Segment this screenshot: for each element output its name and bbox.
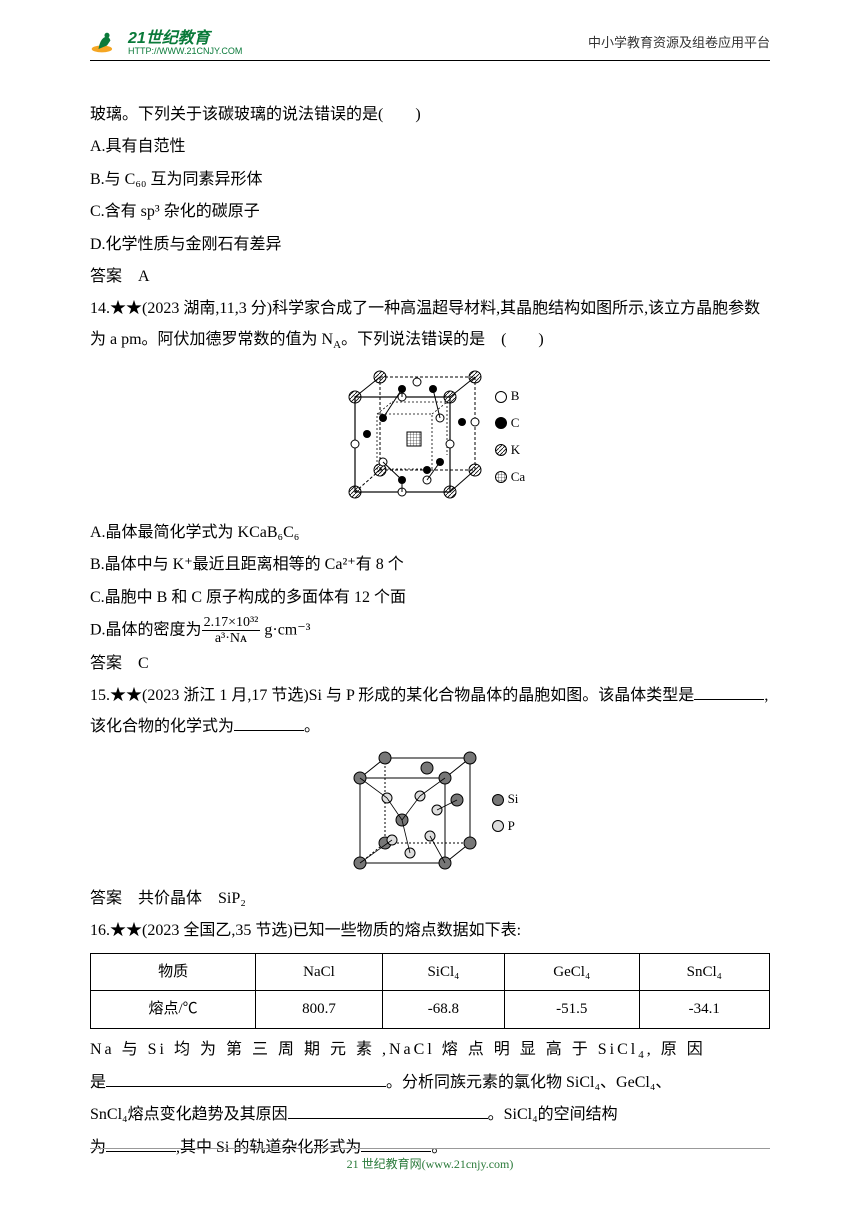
legend-item-p: P xyxy=(492,814,519,839)
q14-opt-c: C.晶胞中 B 和 C 原子构成的多面体有 12 个面 xyxy=(90,583,770,613)
legend-c-icon xyxy=(495,417,507,429)
q14-sub-a: A xyxy=(333,339,341,351)
table-cell: -68.8 xyxy=(382,991,504,1029)
legend-item-b: B xyxy=(495,384,525,409)
table-header: 物质 xyxy=(91,953,256,991)
table-header: NaCl xyxy=(256,953,383,991)
legend-item-k: K xyxy=(495,438,525,463)
table-cell: -51.5 xyxy=(504,991,639,1029)
q14-answer: 答案 C xyxy=(90,649,770,679)
logo-url: HTTP://WWW.21CNJY.COM xyxy=(128,47,242,56)
q14-d-prefix: D.晶体的密度为 xyxy=(90,622,202,639)
q15-diagram-wrap: Si P xyxy=(90,748,770,878)
footer-text: 21 世纪教育网(www.21cnjy.com) xyxy=(347,1157,514,1171)
q14-stem: 14.★★(2023 湖南,11,3 分)科学家合成了一种高温超导材料,其晶胞结… xyxy=(90,294,770,355)
q16-blank-2 xyxy=(288,1103,488,1119)
q16-para-2: 是。分析同族元素的氯化物 SiCl₄、GeCl₄、 xyxy=(90,1068,770,1098)
header-subtitle: 中小学教育资源及组卷应用平台 xyxy=(588,31,770,56)
q14-d-unit: g·cm⁻³ xyxy=(260,622,310,639)
q13-opt-b: B.与 C₆₀ 互为同素异形体 xyxy=(90,165,770,195)
table-header: SiCl₄ xyxy=(382,953,504,991)
logo-title: 21世纪教育 xyxy=(128,31,242,47)
q15-stem: 15.★★(2023 浙江 1 月,17 节选)Si 与 P 形成的某化合物晶体… xyxy=(90,681,770,742)
legend-item-c: C xyxy=(495,411,525,436)
q16-para-1: Na 与 Si 均 为 第 三 周 期 元 素 ,NaCl 熔 点 明 显 高 … xyxy=(90,1035,770,1066)
q13-stem-cont: 玻璃。下列关于该碳玻璃的说法错误的是( ) xyxy=(90,100,770,130)
content: 玻璃。下列关于该碳玻璃的说法错误的是( ) A.具有自范性 B.与 C₆₀ 互为… xyxy=(90,100,770,1163)
q15-crystal-diagram xyxy=(342,748,482,878)
page-header: 21世纪教育 HTTP://WWW.21CNJY.COM 中小学教育资源及组卷应… xyxy=(90,30,770,61)
legend-item-si: Si xyxy=(492,787,519,812)
q15-blank-1 xyxy=(694,684,764,700)
q13-opt-d: D.化学性质与金刚石有差异 xyxy=(90,230,770,260)
q14-stem-end: 。下列说法错误的是 ( ) xyxy=(341,331,544,348)
q14-diagram-wrap: B C K Ca xyxy=(90,362,770,512)
legend-k-icon xyxy=(495,444,507,456)
q14-legend: B C K Ca xyxy=(495,383,525,490)
table-row: 熔点/℃ 800.7 -68.8 -51.5 -34.1 xyxy=(91,991,770,1029)
q14-opt-a: A.晶体最简化学式为 KCaB₆C₆ xyxy=(90,518,770,548)
q14-opt-b: B.晶体中与 K⁺最近且距离相等的 Ca²⁺有 8 个 xyxy=(90,550,770,580)
table-header: SnCl₄ xyxy=(639,953,769,991)
table-header: GeCl₄ xyxy=(504,953,639,991)
q16-para-3: SnCl₄熔点变化趋势及其原因。SiCl₄的空间结构 xyxy=(90,1100,770,1130)
legend-si-icon xyxy=(492,794,504,806)
q15-legend: Si P xyxy=(492,786,519,839)
q14-crystal-diagram xyxy=(335,362,485,512)
legend-p-icon xyxy=(492,820,504,832)
legend-b-icon xyxy=(495,391,507,403)
q16-stem: 16.★★(2023 全国乙,35 节选)已知一些物质的熔点数据如下表: xyxy=(90,916,770,946)
q16-table: 物质 NaCl SiCl₄ GeCl₄ SnCl₄ 熔点/℃ 800.7 -68… xyxy=(90,953,770,1029)
table-cell: -34.1 xyxy=(639,991,769,1029)
q15-blank-2 xyxy=(234,715,304,731)
q16-blank-1 xyxy=(106,1071,386,1087)
logo-icon xyxy=(90,30,124,56)
q15-answer: 答案 共价晶体 SiP₂ xyxy=(90,884,770,914)
table-cell: 熔点/℃ xyxy=(91,991,256,1029)
page-footer: 21 世纪教育网(www.21cnjy.com) xyxy=(90,1148,770,1176)
q13-answer: 答案 A xyxy=(90,262,770,292)
logo: 21世纪教育 HTTP://WWW.21CNJY.COM xyxy=(90,30,242,56)
logo-text: 21世纪教育 HTTP://WWW.21CNJY.COM xyxy=(128,31,242,56)
legend-ca-icon xyxy=(495,471,507,483)
table-cell: 800.7 xyxy=(256,991,383,1029)
q13-opt-a: A.具有自范性 xyxy=(90,132,770,162)
q14-opt-d: D.晶体的密度为2.17×10³²a³·Nᴀ g·cm⁻³ xyxy=(90,615,770,647)
q13-opt-c: C.含有 sp³ 杂化的碳原子 xyxy=(90,197,770,227)
legend-item-ca: Ca xyxy=(495,465,525,490)
q14-d-fraction: 2.17×10³²a³·Nᴀ xyxy=(202,615,261,647)
table-row: 物质 NaCl SiCl₄ GeCl₄ SnCl₄ xyxy=(91,953,770,991)
